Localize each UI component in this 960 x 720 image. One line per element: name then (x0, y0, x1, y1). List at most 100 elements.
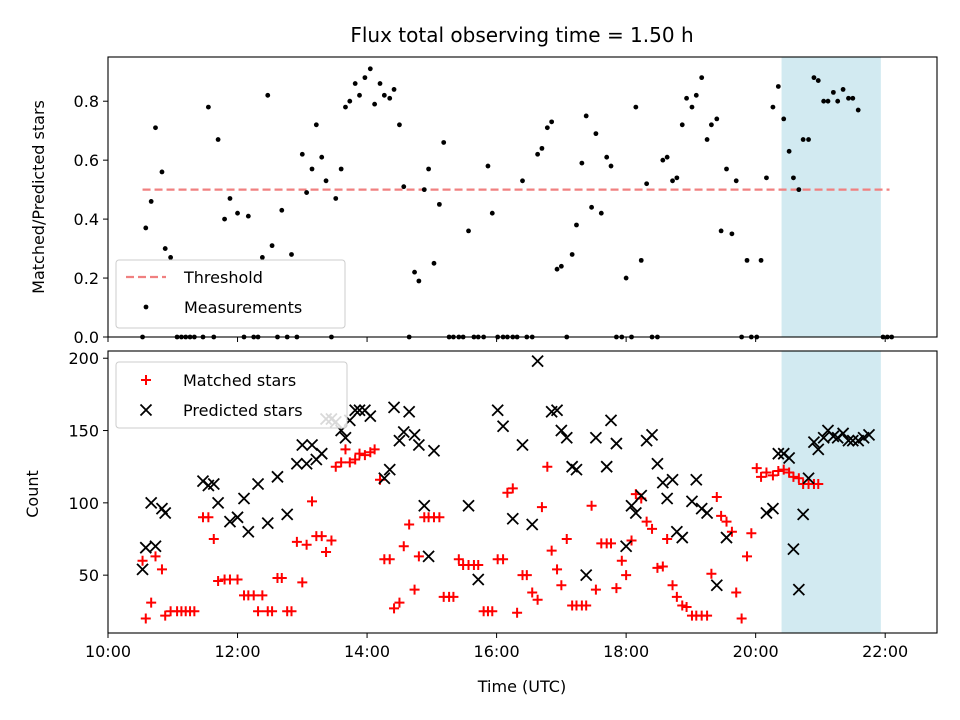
measurement-point (708, 122, 714, 128)
predicted-star-marker (772, 447, 785, 460)
measurement-point (159, 169, 165, 175)
measurement-point (535, 151, 541, 157)
measurement-point (279, 207, 285, 213)
predicted-star-marker (766, 502, 780, 515)
measurement-point (549, 119, 555, 125)
measurement-point (343, 104, 348, 110)
measurement-point (319, 154, 325, 160)
matched-star-marker (389, 603, 400, 614)
x-tick-label: 18:00 (603, 642, 649, 661)
predicted-star-marker (676, 531, 689, 544)
measurement-point (168, 255, 174, 260)
legend-matched-swatch (141, 375, 151, 385)
matched-star-marker (773, 466, 784, 477)
matched-star-marker (409, 584, 420, 595)
measurement-point (840, 87, 846, 92)
matched-star-marker (146, 597, 157, 608)
measurement-point (309, 166, 315, 172)
matched-star-marker (767, 470, 778, 481)
measurement-point (744, 257, 750, 263)
matched-star-marker (434, 512, 445, 523)
predicted-star-marker (690, 473, 703, 486)
matched-star-marker (527, 587, 538, 598)
matched-star-marker (813, 479, 824, 490)
measurement-point (485, 163, 491, 169)
plot-frame (107, 56, 938, 338)
measurement-point (583, 113, 589, 119)
measurement-point (554, 266, 560, 272)
measurement-point (357, 92, 362, 98)
measurement-point (718, 228, 724, 234)
measurement-point (604, 154, 610, 160)
matched-star-marker (606, 538, 617, 549)
panel-ratio: 0.0 0.2 0.4 0.6 0.8 Threshold Measurements (74, 56, 938, 347)
measurement-point (644, 181, 650, 187)
measurement-point (401, 184, 407, 190)
measurement-point (633, 104, 639, 110)
measurement-point (333, 196, 339, 201)
predicted-star-marker (526, 518, 539, 531)
measurement-point (775, 84, 781, 89)
y-axis-label-ratio: Matched/Predicted stars (29, 100, 48, 294)
matched-star-marker (746, 528, 757, 539)
matched-star-marker (542, 461, 553, 472)
measurement-point (825, 98, 831, 104)
predicted-star-marker (364, 409, 377, 423)
predicted-star-marker (610, 437, 623, 450)
matched-star-marker (671, 591, 682, 602)
measurement-point (638, 257, 644, 263)
matched-star-marker (326, 535, 337, 546)
predicted-star-marker (290, 457, 304, 470)
predicted-star-marker (149, 540, 162, 553)
predicted-star-marker (261, 516, 274, 530)
measurement-point (338, 166, 344, 172)
measurement-point (391, 87, 397, 92)
matched-star-marker (742, 551, 753, 562)
y-tick-label: 0.0 (74, 328, 99, 347)
matched-star-marker (556, 580, 567, 591)
measurement-point (623, 275, 629, 281)
matched-star-marker (257, 590, 268, 601)
matched-star-marker (297, 577, 308, 588)
predicted-star-marker (661, 492, 674, 505)
predicted-star-marker (629, 506, 642, 520)
x-tick-label: 20:00 (733, 642, 779, 661)
legend-measurements-label: Measurements (184, 298, 302, 317)
measurement-point (416, 278, 422, 284)
measurement-point (215, 137, 221, 142)
matched-star-marker (561, 534, 572, 544)
measurement-point (733, 178, 739, 184)
measurement-point (313, 122, 319, 128)
measurement-point (724, 166, 729, 172)
predicted-star-marker (496, 420, 510, 433)
y-tick-label: 50 (79, 566, 99, 585)
x-tick-label: 14:00 (344, 642, 390, 661)
measurement-point (758, 257, 764, 263)
matched-star-marker (336, 457, 347, 468)
measurement-point (143, 225, 149, 231)
predicted-star-marker (787, 542, 800, 556)
predicted-star-marker (462, 499, 475, 512)
predicted-star-marker (383, 463, 396, 476)
predicted-star-marker (271, 470, 284, 483)
predicted-star-marker (782, 451, 796, 465)
predicted-star-marker (651, 457, 664, 470)
predicted-star-marker (136, 563, 149, 576)
measurement-point (205, 104, 211, 110)
measurement-point (372, 101, 378, 107)
matched-star-marker (150, 551, 161, 562)
measurement-point (800, 137, 806, 142)
matched-star-marker (213, 575, 224, 586)
predicted-star-marker (827, 430, 840, 443)
measurement-point (579, 160, 585, 166)
matched-star-marker (502, 487, 513, 498)
series-predicted-stars (136, 354, 876, 596)
predicted-star-marker (315, 447, 328, 460)
matched-star-marker (652, 562, 663, 573)
measurement-point (299, 151, 305, 157)
matched-star-marker (647, 523, 658, 534)
measurement-point (811, 75, 817, 81)
measurement-point (704, 137, 710, 142)
predicted-star-marker (397, 425, 410, 439)
measurement-point (574, 222, 579, 228)
